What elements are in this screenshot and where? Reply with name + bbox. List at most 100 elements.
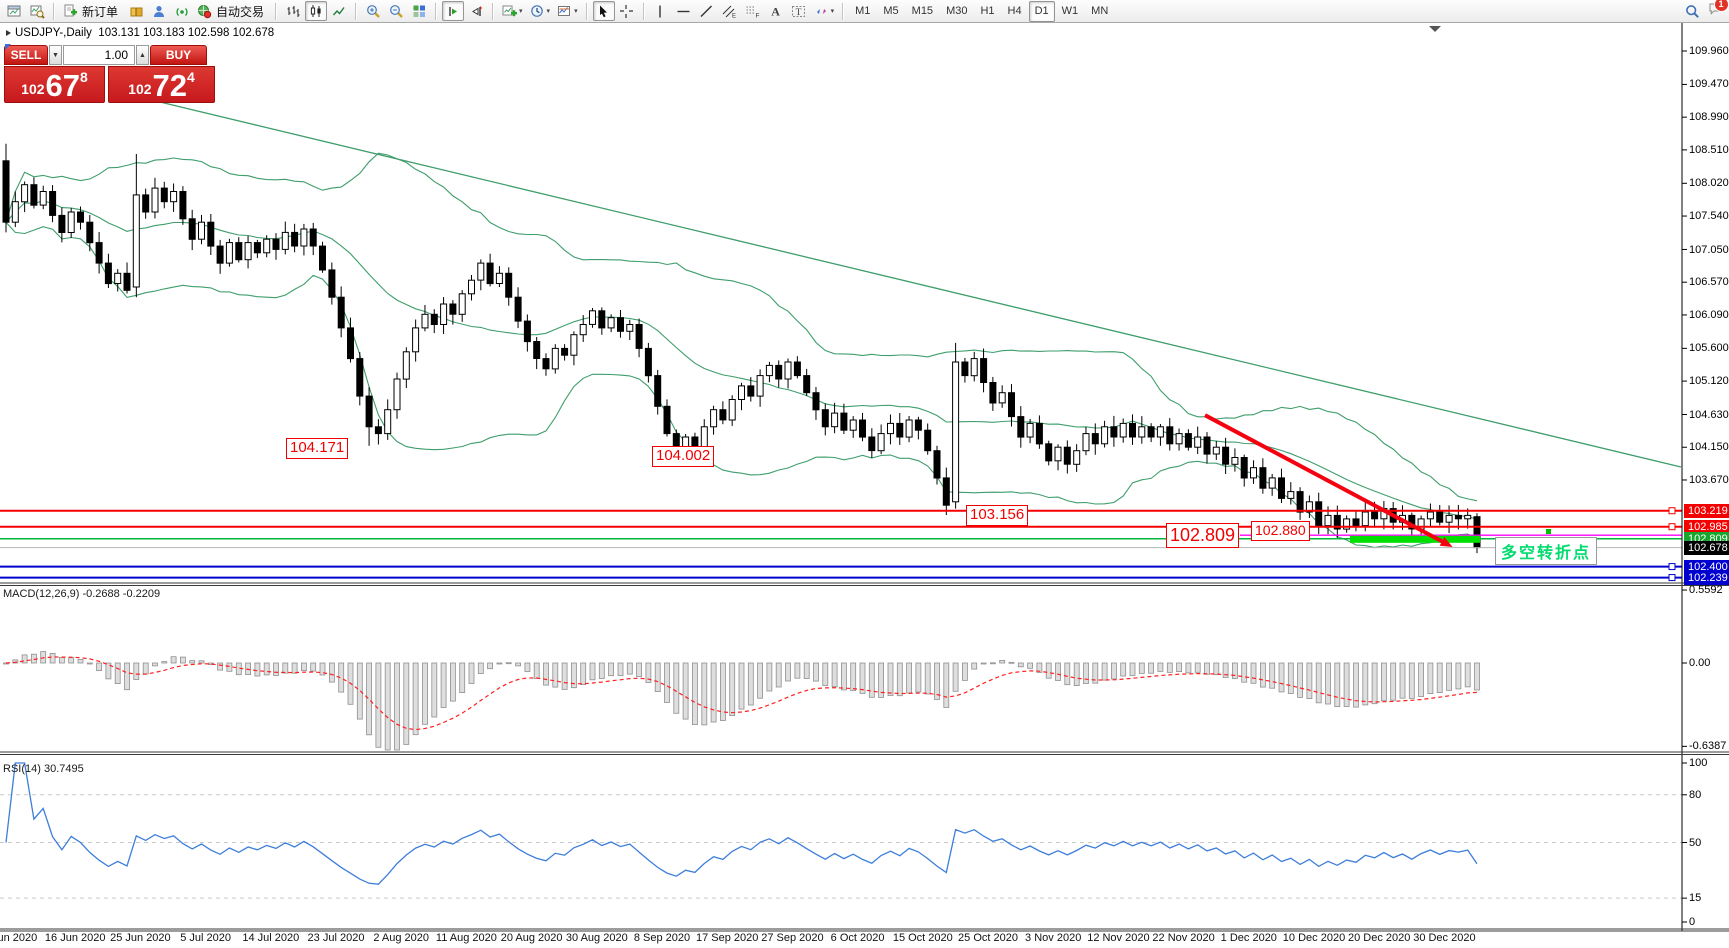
macd-axis-label: 0.00 [1689,657,1711,669]
horizontal-line-icon[interactable] [673,1,695,21]
history-center-icon[interactable] [125,1,147,21]
arrow-shapes-icon[interactable]: ▾ [811,1,838,21]
volume-input[interactable] [63,45,135,65]
price-axis-label: 108.990 [1689,111,1729,124]
notification-badge: 1 [1713,0,1729,12]
annotation-price-label[interactable]: 102.880 [1251,521,1310,541]
add-indicator-icon[interactable]: ▾ [499,1,526,21]
sell-price-big: 102 [21,81,45,97]
price-axis-label: 107.540 [1689,210,1729,222]
chat-button[interactable]: 1 [1704,0,1729,21]
trend-line-icon[interactable] [696,1,718,21]
chart-shift-marker-icon[interactable] [1429,26,1441,32]
rsi-axis-label: 15 [1689,892,1702,905]
chart-shift-icon[interactable] [465,1,487,21]
rsi-axis-label: 0 [1689,916,1696,928]
macd-signal-line [5,656,1478,731]
search-button[interactable] [1681,1,1703,21]
zoom-out-icon[interactable] [385,1,407,21]
crosshair-icon[interactable] [616,1,638,21]
sell-button[interactable]: SELL [4,45,48,65]
line-handle[interactable] [1668,563,1676,571]
candlestick-series[interactable] [2,143,1481,554]
chart-template-icon[interactable]: ▾ [554,1,581,21]
date-axis-label: 1 Dec 2020 [1220,932,1277,944]
timeframe-clock-icon[interactable]: ▾ [527,1,554,21]
date-axis-label: 8 Sep 2020 [633,932,691,944]
date-axis-label: 20 Dec 2020 [1347,932,1411,944]
fibonacci-icon[interactable]: F [742,1,764,21]
annotation-price-label[interactable]: 104.171 [286,438,349,459]
support-zone-bar[interactable] [1350,535,1480,543]
equidistant-channel-icon[interactable]: E [719,1,741,21]
signals-icon[interactable] [171,1,193,21]
timeframe-H1[interactable]: H1 [980,4,995,17]
svg-text:E: E [732,13,736,19]
annotation-price-label[interactable]: 103.156 [966,505,1029,526]
timeframe-H4[interactable]: H4 [1007,4,1022,17]
auto-trading-button[interactable]: 自动交易 [194,1,270,21]
dropdown-caret-icon[interactable]: ▾ [574,8,578,15]
panel-collapse-icon[interactable] [5,44,11,50]
tile-windows-icon[interactable] [408,1,430,21]
annotation-price-label[interactable]: 104.002 [652,446,715,467]
account-icon[interactable] [148,1,170,21]
candlestick-chart-icon[interactable] [305,1,328,21]
chart-profile-icon[interactable] [3,1,25,21]
macd-axis-label: 0.5592 [1689,584,1723,596]
line-handle[interactable] [1668,507,1676,515]
text-icon[interactable]: A [765,1,787,21]
volume-decrease-button[interactable]: ▼ [49,45,62,65]
sell-price[interactable]: 102 67 8 [4,66,105,103]
sell-price-sup: 8 [80,69,88,85]
line-handle[interactable] [1668,574,1676,582]
rsi-line [5,762,1478,885]
dropdown-caret-icon[interactable]: ▾ [546,8,551,15]
timeframe-MN[interactable]: MN [1091,4,1109,17]
timeframe-M15[interactable]: M15 [911,4,934,17]
chart-title: USDJPY-,Daily 103.131 103.183 102.598 10… [6,27,274,39]
annotation-price-label[interactable]: 102.809 [1166,523,1240,548]
current-price-tag: 102.678 [1684,540,1729,555]
timeframe-W1[interactable]: W1 [1061,4,1079,17]
red-trendline[interactable] [1204,413,1443,544]
timeframe-D1[interactable]: D1 [1028,0,1055,22]
price-tag: 102.985 [1684,519,1729,534]
bollinger-middle [5,200,1478,520]
buy-price[interactable]: 102 72 4 [108,66,215,103]
buy-price-sup: 4 [187,69,195,85]
timeframe-M30[interactable]: M30 [946,4,968,17]
vertical-line-icon[interactable] [650,1,672,21]
new-order-button[interactable]: 新订单 [60,1,124,21]
toolbar-separator [355,2,358,20]
text-label-icon[interactable]: T [788,1,810,21]
line-chart-icon[interactable] [328,1,350,21]
toolbar-separator [585,2,588,20]
price-axis-label: 107.050 [1689,243,1729,256]
bar-chart-icon[interactable] [282,1,304,21]
volume-increase-button[interactable]: ▲ [136,45,149,65]
object-handle[interactable] [1546,529,1551,534]
chart-preview-icon[interactable] [26,1,48,21]
green-trendline[interactable] [134,95,1682,468]
annotation-note[interactable]: 多空转折点 [1495,537,1598,565]
svg-text:T: T [796,8,802,18]
cursor-icon[interactable] [592,1,615,21]
date-axis-label: 12 Nov 2020 [1087,932,1150,944]
timeframe-M1[interactable]: M1 [855,4,871,17]
price-axis-label: 104.150 [1689,441,1729,454]
price-axis-label: 105.600 [1689,342,1729,355]
rsi-indicator-label: RSI(14) 30.7495 [3,763,84,775]
timeframe-M5[interactable]: M5 [883,4,899,17]
dropdown-caret-icon[interactable]: ▾ [519,8,523,15]
dropdown-caret-icon[interactable]: ▾ [830,8,835,15]
buy-button[interactable]: BUY [150,45,207,65]
date-axis-label: 6 Oct 2020 [830,932,885,944]
date-axis-label: 14 Jul 2020 [242,932,300,944]
auto-scroll-icon[interactable] [442,1,465,21]
macd-axis-label: -0.6387 [1689,740,1727,753]
line-handle[interactable] [1668,523,1676,531]
zoom-in-icon[interactable] [362,1,384,21]
